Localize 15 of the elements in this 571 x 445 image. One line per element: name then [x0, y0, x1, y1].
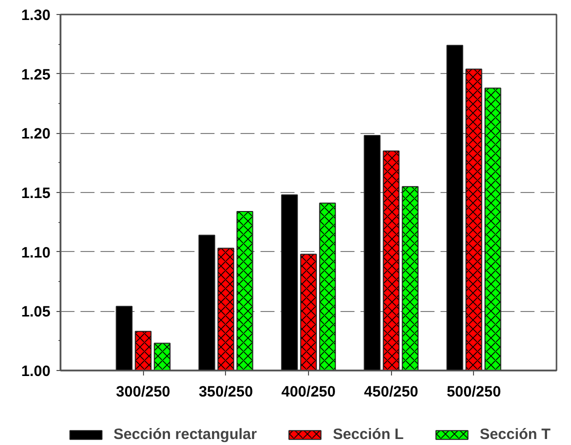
y-tick-label: 1.25 [21, 66, 51, 84]
legend-label: Sección rectangular [113, 426, 257, 443]
x-tick-label: 350/250 [198, 384, 253, 400]
x-tick-label: 300/250 [116, 384, 170, 400]
legend-label: Sección L [332, 426, 404, 443]
legend-label: Sección T [480, 426, 551, 443]
y-tick-label: 1.00 [21, 363, 51, 380]
y-tick-label: 1.10 [21, 244, 51, 262]
y-tick-label: 1.20 [21, 126, 51, 143]
x-tick-label: 500/250 [446, 384, 501, 400]
y-tick-label: 1.30 [21, 7, 51, 24]
x-tick-label: 400/250 [281, 384, 336, 400]
y-tick-label: 1.05 [21, 304, 51, 321]
x-tick-label: 450/250 [364, 384, 418, 400]
y-tick-label: 1.15 [21, 185, 51, 202]
